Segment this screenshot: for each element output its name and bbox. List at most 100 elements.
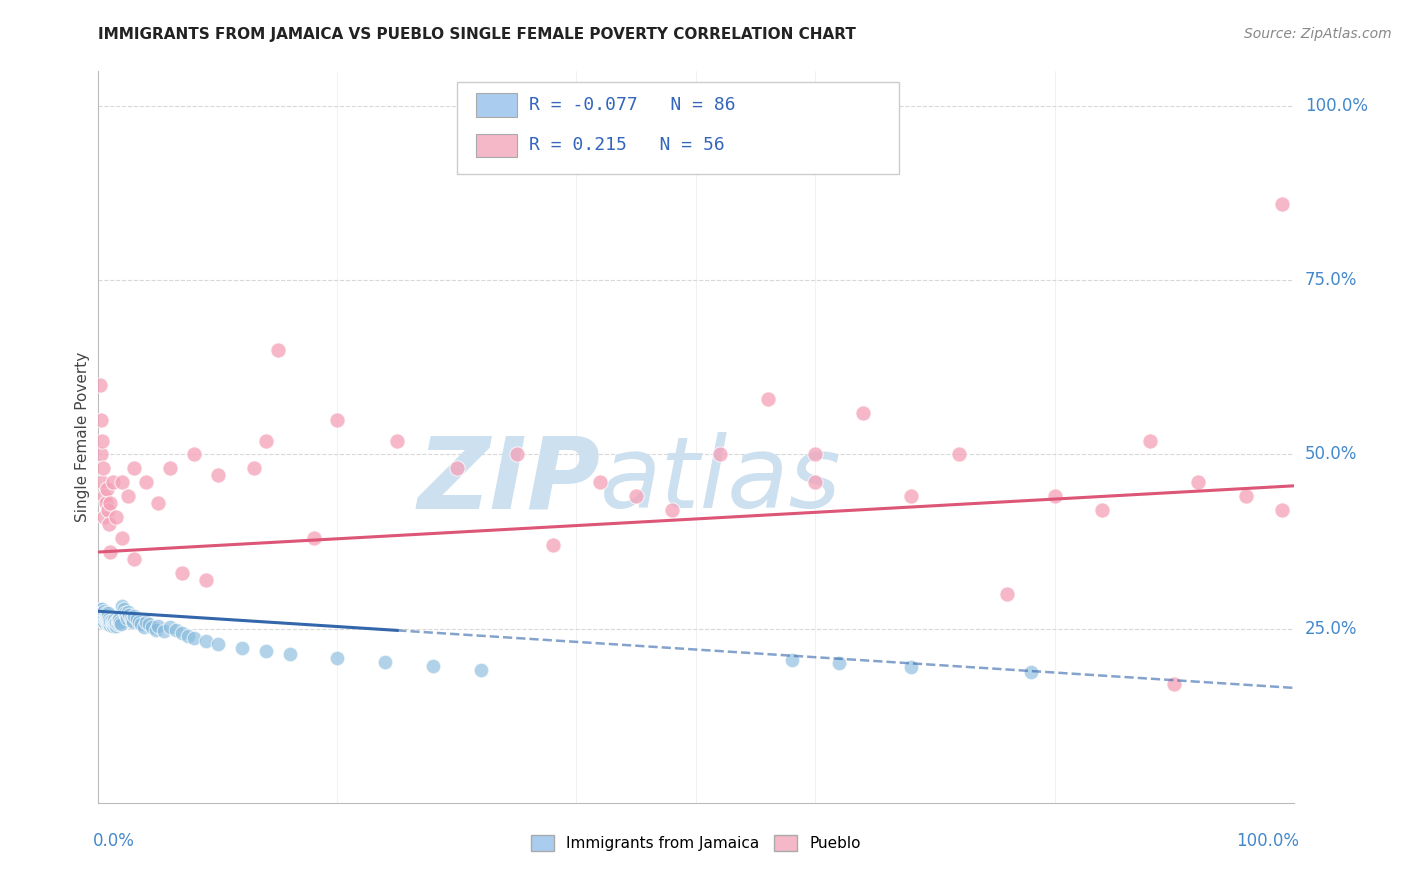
Point bbox=[172, 625, 194, 640]
Point bbox=[1139, 434, 1161, 448]
Point bbox=[98, 614, 122, 628]
Point bbox=[1234, 489, 1257, 503]
Point bbox=[91, 605, 114, 619]
Point bbox=[90, 448, 112, 462]
Point bbox=[326, 651, 349, 665]
Point bbox=[172, 566, 194, 580]
Point bbox=[135, 615, 157, 629]
Text: 50.0%: 50.0% bbox=[1305, 445, 1357, 464]
Point bbox=[1271, 503, 1294, 517]
Point bbox=[103, 613, 125, 627]
Point bbox=[117, 489, 139, 503]
Point bbox=[101, 475, 124, 490]
Point bbox=[385, 434, 409, 448]
Point bbox=[93, 510, 115, 524]
Point bbox=[804, 475, 827, 490]
Point bbox=[105, 510, 128, 524]
Text: Source: ZipAtlas.com: Source: ZipAtlas.com bbox=[1244, 27, 1392, 41]
Point bbox=[254, 434, 277, 448]
Point bbox=[91, 609, 114, 624]
Point bbox=[93, 607, 115, 622]
Point bbox=[1187, 475, 1209, 490]
Point bbox=[107, 612, 129, 626]
Point bbox=[94, 606, 117, 620]
Point bbox=[1019, 665, 1042, 679]
Point bbox=[90, 611, 112, 625]
Point bbox=[195, 634, 218, 648]
Point bbox=[94, 613, 117, 627]
Point bbox=[120, 610, 142, 624]
Text: 75.0%: 75.0% bbox=[1305, 271, 1357, 289]
Point bbox=[121, 613, 143, 627]
Point bbox=[89, 607, 111, 622]
Point bbox=[107, 617, 129, 632]
Point bbox=[90, 412, 112, 426]
Point bbox=[91, 461, 114, 475]
Point bbox=[94, 496, 117, 510]
Point bbox=[91, 609, 114, 624]
FancyBboxPatch shape bbox=[477, 134, 517, 157]
Text: R = 0.215   N = 56: R = 0.215 N = 56 bbox=[529, 136, 724, 154]
Point bbox=[804, 448, 827, 462]
Point bbox=[98, 616, 121, 631]
Point bbox=[207, 468, 229, 483]
Point bbox=[159, 620, 181, 634]
Point bbox=[89, 611, 111, 625]
Point bbox=[145, 623, 167, 637]
Point bbox=[93, 615, 115, 629]
Point bbox=[98, 545, 122, 559]
FancyBboxPatch shape bbox=[477, 94, 517, 117]
Point bbox=[589, 475, 612, 490]
Point bbox=[128, 615, 150, 629]
Point bbox=[267, 343, 290, 357]
Point bbox=[105, 619, 128, 633]
Point bbox=[111, 531, 134, 545]
Point bbox=[111, 475, 134, 490]
Point bbox=[115, 611, 138, 625]
Text: IMMIGRANTS FROM JAMAICA VS PUEBLO SINGLE FEMALE POVERTY CORRELATION CHART: IMMIGRANTS FROM JAMAICA VS PUEBLO SINGLE… bbox=[98, 27, 856, 42]
Point bbox=[91, 613, 114, 627]
Point bbox=[90, 607, 112, 621]
Point bbox=[98, 618, 122, 632]
Point bbox=[93, 603, 115, 617]
Point bbox=[661, 503, 683, 517]
Point bbox=[107, 613, 129, 627]
Point bbox=[98, 496, 122, 510]
Point bbox=[96, 612, 118, 626]
Point bbox=[101, 619, 124, 633]
Point bbox=[118, 607, 141, 622]
Point bbox=[97, 606, 120, 620]
Point bbox=[756, 392, 779, 406]
Point bbox=[506, 448, 529, 462]
Point bbox=[98, 612, 121, 626]
Point bbox=[100, 613, 122, 627]
Point bbox=[117, 605, 139, 619]
Point bbox=[90, 609, 112, 624]
Point bbox=[446, 461, 468, 475]
Point bbox=[91, 613, 114, 627]
Point bbox=[97, 617, 120, 632]
Point bbox=[852, 406, 875, 420]
Point bbox=[122, 615, 145, 630]
Point bbox=[98, 517, 121, 532]
Legend: Immigrants from Jamaica, Pueblo: Immigrants from Jamaica, Pueblo bbox=[524, 830, 868, 857]
Text: 0.0%: 0.0% bbox=[93, 832, 135, 850]
Point bbox=[124, 609, 146, 624]
Point bbox=[104, 616, 127, 631]
Point bbox=[828, 657, 851, 671]
Point bbox=[108, 615, 131, 629]
Point bbox=[91, 434, 114, 448]
Point bbox=[1091, 503, 1114, 517]
Text: 100.0%: 100.0% bbox=[1236, 832, 1299, 850]
Point bbox=[900, 489, 922, 503]
Point bbox=[89, 377, 111, 392]
Point bbox=[900, 660, 922, 674]
Point bbox=[159, 461, 181, 475]
Point bbox=[112, 602, 135, 616]
Point bbox=[94, 609, 117, 624]
Point bbox=[780, 653, 803, 667]
FancyBboxPatch shape bbox=[457, 82, 900, 174]
Point bbox=[183, 631, 205, 645]
Point bbox=[91, 607, 114, 621]
Point bbox=[93, 611, 115, 625]
